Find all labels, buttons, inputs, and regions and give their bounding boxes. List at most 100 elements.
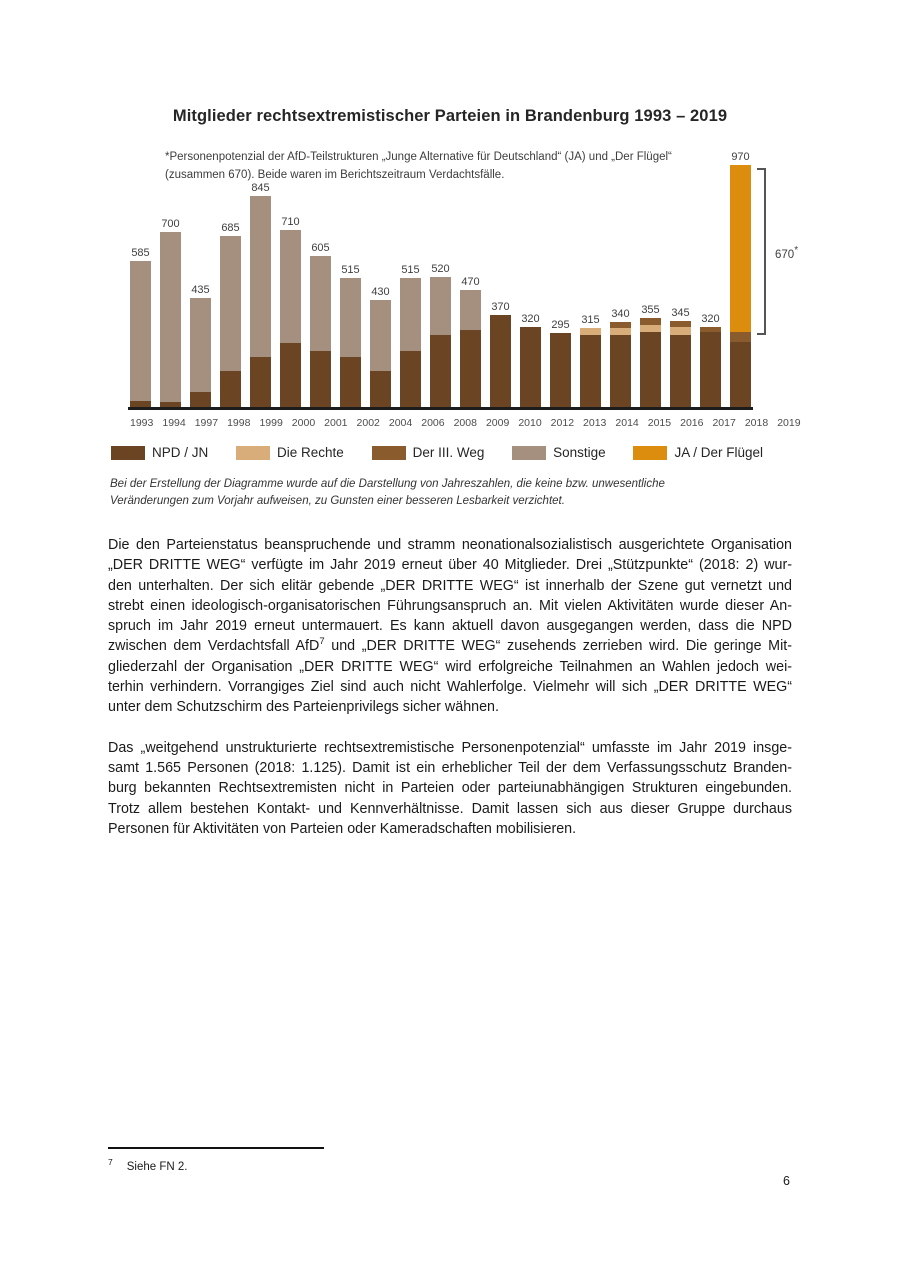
bar-value-label: 370: [491, 300, 510, 313]
legend-item-npd-jn: NPD / JN: [111, 445, 208, 460]
stacked-bar: [190, 298, 211, 407]
bar-value-label: 355: [641, 304, 660, 317]
x-axis-tick-2000: 2000: [291, 417, 316, 429]
bar-segment-sonstige: [370, 299, 391, 371]
bar-segment-der-iii-weg: [610, 322, 631, 329]
chart: *Personenpotenzial der AfD-Teilstrukture…: [108, 141, 801, 433]
bar-segment-der-iii-weg: [700, 327, 721, 332]
chart-note-line1: *Personenpotenzial der AfD-Teilstrukture…: [165, 151, 672, 163]
bar-segment-sonstige: [430, 277, 451, 335]
disclaimer-line1: Bei der Erstellung der Diagramme wurde a…: [110, 478, 665, 490]
bar-segment-npd-jn: [190, 392, 211, 407]
bar-segment-sonstige: [160, 232, 181, 402]
bar-group-2012: 320: [520, 137, 541, 407]
chart-legend: NPD / JN Die Rechte Der III. Weg Sonstige JA…: [111, 445, 763, 460]
stacked-bar: [430, 277, 451, 407]
bar-segment-der-iii-weg: [670, 320, 691, 327]
bar-segment-der-iii-weg: [730, 332, 751, 342]
bar-segment-npd-jn: [250, 357, 271, 407]
paragraph-1: Die den Parteienstatus beanspruchende un…: [108, 535, 792, 718]
text-line: Die den Parteienstatus beanspruchende un…: [108, 537, 792, 553]
footnote-text: Siehe FN 2.: [126, 1160, 188, 1173]
text-line: unter dem Schutzschirm des Parteienprivi…: [108, 699, 499, 716]
bar-segment-npd-jn: [220, 370, 241, 407]
x-axis-tick-1999: 1999: [259, 417, 283, 429]
x-axis-tick-1994: 1994: [162, 417, 186, 429]
x-axis-tick-2018: 2018: [744, 417, 769, 429]
bar-segment-npd-jn: [580, 334, 601, 407]
stacked-bar: [460, 289, 481, 407]
bar-segment-sonstige: [220, 235, 241, 371]
bar-group-2009: 470: [460, 137, 481, 407]
bar-segment-npd-jn: [160, 402, 181, 407]
stacked-bar: [160, 232, 181, 407]
stacked-bar: [310, 255, 331, 407]
bar-segment-npd-jn: [370, 370, 391, 407]
bar-group-2000: 710: [280, 137, 301, 407]
bar-segment-sonstige: [310, 255, 331, 351]
stacked-bar: [130, 260, 151, 407]
bar-group-2014: 315: [580, 137, 601, 407]
bar-segment-npd-jn: [640, 332, 661, 407]
page-number: 6: [783, 1174, 790, 1188]
text-line: spruch im Jahr 2019 erneut untermauert. …: [108, 618, 792, 635]
bar-group-2006: 515: [400, 137, 421, 407]
paragraph-2: Das „weitgehend unstrukturierte rechtsex…: [108, 738, 792, 839]
legend-swatch: [633, 445, 668, 460]
bar-segment-npd-jn: [700, 332, 721, 407]
legend-label: Der III. Weg: [412, 445, 485, 460]
bar-segment-der-iii-weg: [640, 318, 661, 325]
bar-segment-npd-jn: [430, 334, 451, 407]
legend-label: JA / Der Flügel: [674, 445, 763, 460]
legend-label: Die Rechte: [277, 445, 344, 460]
x-axis-tick-1998: 1998: [227, 417, 251, 429]
stacked-bar: [550, 333, 571, 407]
chart-footnote-text: *Personenpotenzial der AfD-Teilstrukture…: [165, 149, 750, 184]
bar-segment-ja-der-fl-gel: [730, 164, 751, 332]
bar-segment-npd-jn: [610, 334, 631, 407]
bar-group-2002: 515: [340, 137, 361, 407]
x-axis-tick-1993: 1993: [130, 417, 154, 429]
text-line-with-footnote-ref: zwischen dem Verdachtsfall AfD7 und „DER…: [108, 636, 793, 655]
bar-segment-npd-jn: [670, 334, 691, 407]
text-line: gliederzahl der Organisation „DER DRITTE…: [108, 658, 792, 675]
x-axis-tick-2001: 2001: [324, 417, 348, 429]
legend-swatch: [371, 445, 406, 460]
x-axis-tick-2017: 2017: [712, 417, 736, 429]
bar-group-2019: 970: [730, 137, 751, 407]
stacked-bar: [340, 278, 361, 407]
asterisk: *: [794, 245, 799, 257]
legend-item-die-rechte: Die Rechte: [236, 445, 344, 460]
stacked-bar: [670, 320, 691, 407]
bar-group-1997: 435: [190, 137, 211, 407]
text-line: Personen für Aktivitäten von Parteien od…: [108, 820, 577, 837]
bar-segment-npd-jn: [310, 350, 331, 407]
chart-title: Mitglieder rechtsextremistischer Parteie…: [172, 107, 728, 125]
bar-value-label: 515: [401, 264, 420, 277]
bar-value-label: 295: [551, 319, 570, 332]
bar-value-label: 710: [281, 215, 300, 228]
legend-swatch: [236, 445, 271, 460]
text-line: den unterhalten. Der sich elitär gebende…: [108, 577, 792, 594]
bar-group-1998: 685: [220, 137, 241, 407]
bar-value-label: 700: [161, 218, 180, 230]
x-axis-tick-1997: 1997: [194, 417, 219, 429]
stacked-bar: [400, 278, 421, 407]
bar-segment-npd-jn: [460, 329, 481, 407]
bar-segment-sonstige: [280, 229, 301, 344]
bar-value-label: 320: [701, 313, 720, 325]
footnote-separator-rule: [108, 1147, 324, 1149]
text-line: burg bekannten Rechtsextremisten nicht i…: [108, 780, 792, 797]
bar-value-label: 520: [431, 263, 450, 275]
x-axis-tick-2014: 2014: [615, 417, 639, 429]
disclaimer-line2: Veränderungen zum Vorjahr aufweisen, zu …: [110, 494, 565, 507]
bar-value-label: 585: [131, 246, 150, 259]
stacked-bar: [280, 229, 301, 407]
bar-value-label: 470: [461, 275, 480, 288]
x-axis-tick-2010: 2010: [518, 417, 542, 429]
stacked-bar: [490, 314, 511, 407]
bar-segment-npd-jn: [490, 314, 511, 407]
chart-x-axis: 1993 1994 1997 1998 1999 2000 2001 2002 2004 2006…: [128, 417, 803, 433]
legend-swatch: [111, 445, 145, 460]
